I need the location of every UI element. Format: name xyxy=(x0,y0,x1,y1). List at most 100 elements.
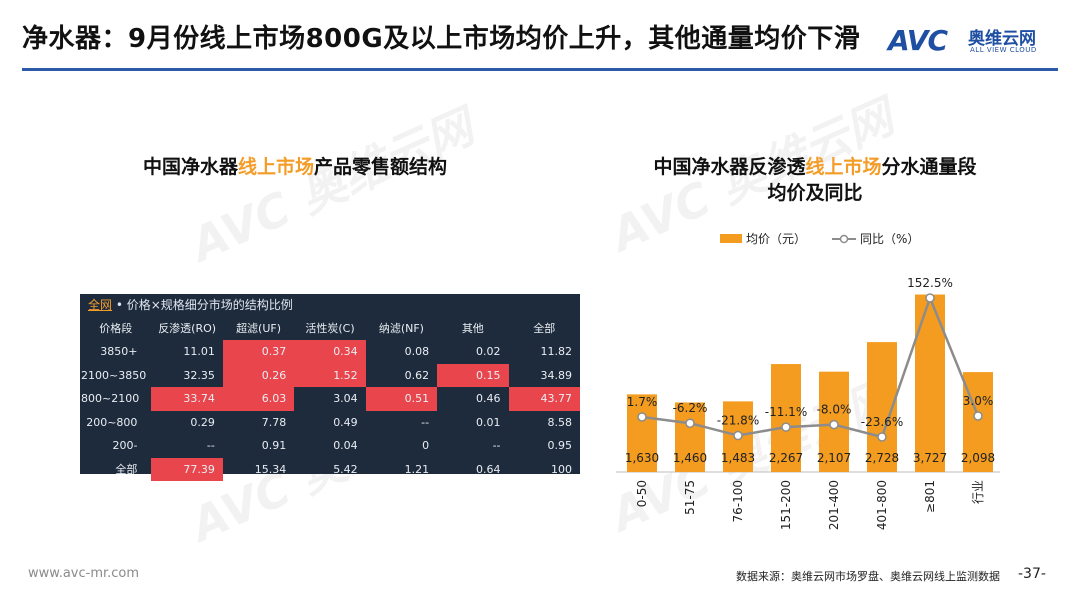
right-subtitle-part: 中国净水器反渗透 xyxy=(653,156,806,178)
left-subtitle: 中国净水器线上市场产品零售额结构 xyxy=(80,154,510,180)
bar-value-label: 2,098 xyxy=(961,451,995,465)
yoy-value-label: 1.7% xyxy=(627,395,658,409)
yoy-point xyxy=(781,422,791,432)
table-cell: 1.21 xyxy=(404,462,430,476)
category-label: ≥801 xyxy=(923,480,937,513)
row-label: 800~2100 xyxy=(81,392,140,406)
brand-logo: AVC 奥维云网 ALL VIEW CLOUD xyxy=(888,22,1058,62)
column-header: 反渗透(RO) xyxy=(158,322,217,335)
yoy-value-label: 152.5% xyxy=(907,276,953,290)
left-subtitle-highlight: 线上市场 xyxy=(237,156,314,178)
bar xyxy=(627,394,657,472)
left-subtitle-part: 中国净水器 xyxy=(142,156,238,178)
table-cell: 0.62 xyxy=(404,368,430,382)
legend-label-line: 同比（%） xyxy=(860,232,919,246)
yoy-point xyxy=(877,432,887,442)
yoy-value-label: -8.0% xyxy=(817,403,852,417)
column-header: 其他 xyxy=(461,322,484,335)
structure-table: 全网 • 价格×规格细分市场的结构比例 价格段 反渗透(RO) 超滤(UF) 活性炭(… xyxy=(80,294,580,481)
table-row: 3850+ 11.01 0.37 0.34 0.08 0.02 11.82 xyxy=(80,340,580,364)
bar xyxy=(675,402,705,472)
category-label: 0-50 xyxy=(635,480,649,507)
table-cell: 0.37 xyxy=(222,340,295,364)
yoy-point xyxy=(685,418,695,428)
yoy-value-label: -23.6% xyxy=(861,415,903,429)
table-row: 2100~3850 32.35 0.26 1.52 0.62 0.15 34.89 xyxy=(80,363,580,387)
table-cell: 3.04 xyxy=(333,392,358,406)
bar-value-label: 2,107 xyxy=(817,451,851,465)
table-caption: 全网 • 价格×规格细分市场的结构比例 xyxy=(80,294,580,316)
legend-label-bar: 均价（元） xyxy=(746,232,806,246)
table-cell: 77.39 xyxy=(151,457,223,481)
table-cell: 1.52 xyxy=(294,363,366,387)
table-cell: 0 xyxy=(422,439,430,453)
column-header: 全部 xyxy=(533,322,556,335)
table-cell: 0.46 xyxy=(476,392,501,406)
table-cell: 34.89 xyxy=(540,368,573,382)
page-number: -37- xyxy=(1018,566,1046,582)
yoy-value-label: -21.8% xyxy=(717,414,759,428)
table-caption-text: • 价格×规格细分市场的结构比例 xyxy=(112,298,293,312)
tab-all-network[interactable]: 全网 xyxy=(88,298,113,312)
table-cell: 0.91 xyxy=(261,439,287,453)
table-cell: 0.15 xyxy=(437,363,509,387)
structure-grid: 价格段 反渗透(RO) 超滤(UF) 活性炭(C) 纳滤(NF) 其他 全部 3850+ 11… xyxy=(80,316,580,481)
table-cell: 6.03 xyxy=(222,387,295,411)
table-cell: 0.64 xyxy=(476,462,501,476)
table-cell: 11.82 xyxy=(540,345,573,359)
table-cell: 7.78 xyxy=(261,415,287,429)
column-header: 价格段 xyxy=(99,322,133,335)
row-label: 2100~3850 xyxy=(81,368,147,382)
table-row: 200- -- 0.91 0.04 0 -- 0.95 xyxy=(80,434,580,458)
table-row: 200~800 0.29 7.78 0.49 -- 0.01 8.58 xyxy=(80,411,580,435)
table-cell: 0.51 xyxy=(365,387,438,411)
table-cell: 0.26 xyxy=(222,363,295,387)
table-cell: 5.42 xyxy=(333,462,358,476)
table-cell: -- xyxy=(421,415,430,429)
table-cell: 8.58 xyxy=(547,415,573,429)
table-cell: 0.29 xyxy=(190,415,215,429)
bar-value-label: 2,728 xyxy=(865,451,899,465)
table-cell: 0.02 xyxy=(476,345,501,359)
table-cell: 0.34 xyxy=(294,340,366,364)
category-label: 行业 xyxy=(971,480,985,504)
bar xyxy=(771,364,801,472)
table-cell: 0.08 xyxy=(404,345,430,359)
yoy-value-label: -6.2% xyxy=(673,401,708,415)
legend-swatch-bar xyxy=(720,234,742,243)
bar-value-label: 1,483 xyxy=(721,451,755,465)
category-label: 76-100 xyxy=(731,480,745,523)
category-label: 51-75 xyxy=(683,480,697,515)
table-cell: 0.04 xyxy=(333,439,358,453)
price-yoy-chart: 均价（元） 同比（%） 1,630 0-50 1,460 51-75 1,483 76-100… xyxy=(616,232,1000,530)
yoy-point xyxy=(829,419,839,430)
row-label: 3850+ xyxy=(100,345,138,359)
table-cell: 43.77 xyxy=(508,387,580,411)
table-row: 800~2100 33.74 6.03 3.04 0.51 0.46 43.77 xyxy=(80,387,580,411)
watermark: AVC 奥维云网 xyxy=(183,99,482,272)
table-body: 3850+ 11.01 0.37 0.34 0.08 0.02 11.82 2100~3850… xyxy=(80,340,580,481)
column-header: 纳滤(NF) xyxy=(378,322,424,335)
logo-en-text: ALL VIEW CLOUD xyxy=(970,46,1037,54)
yoy-point xyxy=(925,293,935,303)
table-cell: 0.95 xyxy=(547,439,573,453)
bar-value-label: 3,727 xyxy=(913,451,947,465)
yoy-point xyxy=(973,411,983,421)
table-cell: 33.74 xyxy=(151,387,223,411)
page-title: 净水器：9月份线上市场800G及以上市场均价上升，其他通量均价下滑 xyxy=(22,24,861,54)
table-cell: 0.01 xyxy=(476,415,501,429)
right-subtitle: 中国净水器反渗透线上市场分水通量段 均价及同比 xyxy=(610,154,1020,206)
table-cell: -- xyxy=(206,439,215,453)
category-label: 401-800 xyxy=(875,480,889,530)
yoy-point xyxy=(637,412,647,422)
logo-mark: AVC xyxy=(888,24,948,57)
footer-source: 数据来源：奥维云网市场罗盘、奥维云网线上监测数据 xyxy=(736,570,1000,583)
right-subtitle-line2: 均价及同比 xyxy=(767,182,863,204)
table-cell: 0.49 xyxy=(333,415,358,429)
yoy-value-label: -11.1% xyxy=(765,405,807,419)
table-cell: 15.34 xyxy=(254,462,287,476)
table-cell: 11.01 xyxy=(183,345,215,359)
column-header: 超滤(UF) xyxy=(236,322,282,335)
table-cell: 32.35 xyxy=(183,368,215,382)
yoy-value-label: 3.0% xyxy=(963,394,994,408)
